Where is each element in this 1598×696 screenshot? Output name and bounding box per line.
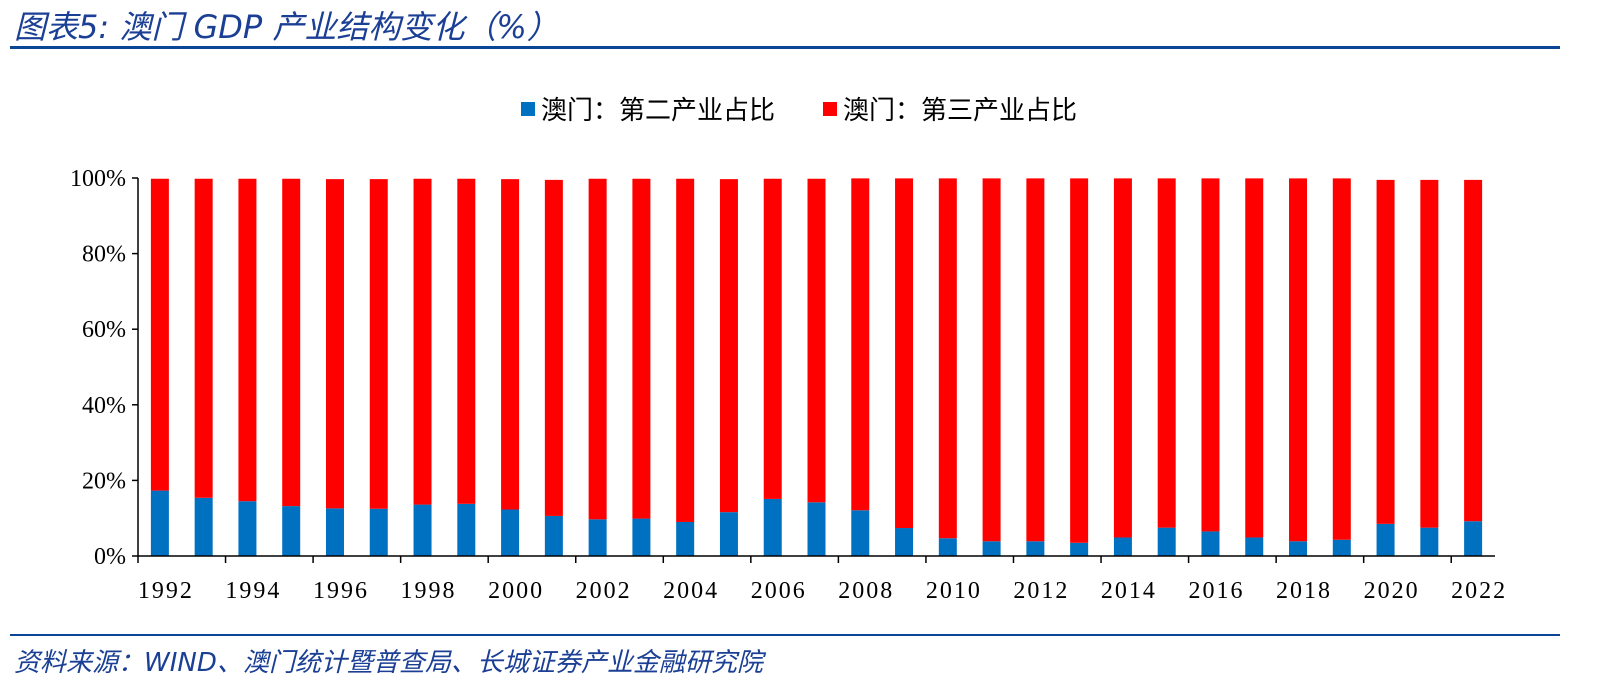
bar-tertiary-2012	[1026, 178, 1045, 542]
x-tick-label: 2010	[926, 578, 982, 604]
bar-tertiary-2005	[719, 179, 738, 513]
bar-secondary-2009	[895, 528, 914, 556]
x-tick-label: 2016	[1188, 578, 1244, 604]
bar-secondary-2012	[1026, 541, 1045, 556]
bar-tertiary-2017	[1245, 178, 1264, 538]
bar-secondary-2008	[851, 510, 870, 556]
bar-tertiary-2015	[1157, 178, 1176, 528]
bar-secondary-2005	[719, 512, 738, 556]
bar-tertiary-1996	[325, 179, 344, 509]
x-tick-label: 2020	[1364, 578, 1420, 604]
x-tick-label: 2002	[576, 578, 632, 604]
y-tick-label: 0%	[94, 544, 126, 570]
legend-label-tertiary: 澳门：第三产业占比	[843, 96, 1078, 126]
bar-secondary-2010	[938, 538, 957, 556]
legend: 澳门：第二产业占比 澳门：第三产业占比	[0, 90, 1598, 127]
y-tick-label: 80%	[82, 242, 126, 268]
legend-item-secondary: 澳门：第二产业占比	[520, 90, 775, 127]
bar-secondary-1996	[325, 508, 344, 556]
bar-tertiary-2011	[982, 178, 1001, 542]
bar-tertiary-1998	[413, 178, 432, 505]
bar-secondary-2017	[1245, 537, 1264, 556]
bar-tertiary-2019	[1332, 178, 1351, 540]
bar-tertiary-1992	[150, 178, 169, 491]
bar-tertiary-2013	[1070, 178, 1089, 543]
x-tick-label: 2022	[1451, 578, 1507, 604]
bar-tertiary-2010	[938, 178, 957, 539]
bar-secondary-1993	[194, 497, 213, 556]
bar-tertiary-1993	[194, 178, 213, 498]
bar-secondary-1998	[413, 504, 432, 556]
figure-title: 图表5: 澳门 GDP 产业结构变化（%）	[14, 8, 559, 46]
bar-secondary-2001	[544, 515, 563, 556]
bar-secondary-2013	[1070, 542, 1089, 556]
bar-tertiary-2006	[763, 178, 782, 499]
x-tick-label: 2008	[838, 578, 894, 604]
x-tick-label: 2014	[1101, 578, 1157, 604]
y-tick-label: 40%	[82, 393, 126, 419]
bar-tertiary-2022	[1464, 179, 1483, 522]
bar-secondary-2016	[1201, 531, 1220, 556]
bar-tertiary-1995	[282, 178, 301, 507]
bar-secondary-2021	[1420, 527, 1439, 556]
bar-tertiary-1999	[457, 178, 476, 504]
x-tick-label: 2012	[1013, 578, 1069, 604]
bar-secondary-2022	[1464, 521, 1483, 556]
legend-label-secondary: 澳门：第二产业占比	[540, 96, 775, 126]
bar-secondary-1997	[369, 508, 388, 556]
bar-secondary-2003	[632, 518, 651, 556]
y-tick-label: 20%	[82, 468, 126, 494]
bar-secondary-1995	[282, 506, 301, 556]
bar-tertiary-2003	[632, 178, 651, 519]
bar-secondary-2019	[1332, 539, 1351, 556]
bar-secondary-1994	[238, 501, 257, 556]
bar-secondary-2018	[1289, 541, 1308, 556]
bar-secondary-1999	[457, 503, 476, 556]
bar-tertiary-2007	[807, 178, 826, 503]
bar-tertiary-2021	[1420, 179, 1439, 528]
bar-secondary-2011	[982, 541, 1001, 556]
bar-tertiary-2001	[544, 179, 563, 516]
footer-divider	[10, 634, 1560, 636]
bar-secondary-1992	[150, 490, 169, 556]
legend-item-tertiary: 澳门：第三产业占比	[823, 90, 1077, 127]
x-tick-label: 2006	[751, 578, 807, 604]
bar-secondary-2002	[588, 519, 607, 556]
x-tick-label: 2000	[488, 578, 544, 604]
source-note: 资料来源：WIND、澳门统计暨普查局、长城证券产业金融研究院	[14, 648, 763, 678]
x-tick-label: 2004	[663, 578, 719, 604]
bar-tertiary-2004	[676, 178, 695, 522]
title-divider	[10, 46, 1560, 49]
bar-tertiary-2020	[1376, 179, 1395, 524]
bar-tertiary-2002	[588, 178, 607, 520]
bar-secondary-2006	[763, 498, 782, 556]
bar-tertiary-2008	[851, 178, 870, 511]
bar-secondary-2014	[1113, 537, 1132, 556]
bar-tertiary-1994	[238, 178, 257, 502]
y-tick-label: 100%	[70, 166, 126, 192]
bar-secondary-2020	[1376, 523, 1395, 556]
x-tick-label: 1998	[401, 578, 457, 604]
bar-tertiary-1997	[369, 179, 388, 509]
bar-tertiary-2009	[895, 178, 914, 529]
bar-secondary-2004	[676, 521, 695, 556]
bar-secondary-2007	[807, 502, 826, 556]
bar-secondary-2015	[1157, 527, 1176, 556]
bar-tertiary-2000	[501, 179, 520, 510]
bar-tertiary-2016	[1201, 178, 1220, 532]
x-tick-label: 1992	[138, 578, 194, 604]
legend-swatch-secondary	[520, 101, 535, 116]
x-tick-label: 1996	[313, 578, 369, 604]
x-tick-label: 2018	[1276, 578, 1332, 604]
legend-swatch-tertiary	[823, 101, 837, 116]
x-tick-label: 1994	[225, 578, 281, 604]
bar-tertiary-2014	[1113, 178, 1132, 538]
bar-tertiary-2018	[1289, 178, 1308, 542]
y-tick-label: 60%	[82, 317, 126, 343]
bar-secondary-2000	[501, 509, 520, 556]
